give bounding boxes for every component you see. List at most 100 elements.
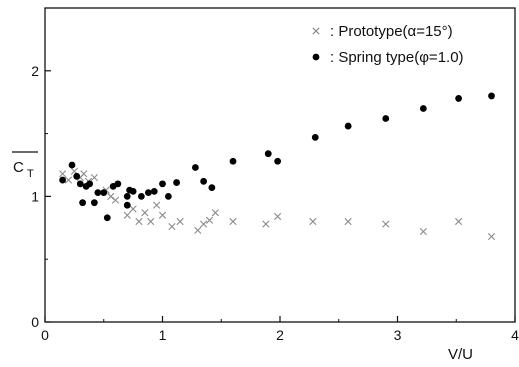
prototype-point-stroke bbox=[229, 217, 237, 226]
spring-type-point bbox=[103, 214, 111, 222]
legend-marker-spring-type bbox=[312, 53, 320, 61]
legend-marker-prototype bbox=[312, 27, 320, 35]
legend-cross-icon bbox=[312, 27, 320, 35]
y-tick-label: 1 bbox=[31, 188, 39, 204]
spring-type-point bbox=[200, 177, 208, 185]
spring-type-point bbox=[94, 189, 102, 197]
y-tick-label: 0 bbox=[31, 314, 39, 330]
spring-type-point bbox=[86, 180, 94, 188]
prototype-point bbox=[135, 217, 143, 226]
prototype-point bbox=[455, 217, 463, 226]
prototype-point-stroke bbox=[158, 211, 167, 219]
prototype-point-stroke bbox=[90, 173, 98, 182]
prototype-point-stroke bbox=[194, 226, 202, 234]
legend-cross-icon-stroke bbox=[312, 27, 320, 35]
prototype-point-stroke bbox=[382, 220, 390, 228]
prototype-point bbox=[229, 217, 237, 226]
prototype-point bbox=[205, 216, 214, 224]
prototype-point-stroke bbox=[59, 170, 67, 178]
spring-type-point bbox=[150, 187, 158, 195]
prototype-point bbox=[153, 201, 161, 209]
prototype-point bbox=[123, 211, 131, 219]
spring-type-point bbox=[229, 157, 237, 165]
prototype-point-stroke bbox=[111, 196, 120, 204]
prototype-point-stroke bbox=[309, 217, 317, 226]
x-tick-label: 1 bbox=[159, 327, 167, 343]
prototype-point-stroke bbox=[123, 211, 131, 219]
prototype-point-stroke bbox=[274, 212, 282, 221]
spring-type-point bbox=[488, 92, 495, 100]
x-axis-label: V/U bbox=[448, 346, 473, 363]
prototype-point-stroke bbox=[141, 209, 149, 217]
prototype-point-stroke bbox=[344, 217, 352, 226]
spring-type-point bbox=[79, 199, 86, 207]
prototype-point-stroke bbox=[64, 176, 73, 184]
prototype-point bbox=[419, 227, 427, 236]
prototype-point-stroke bbox=[147, 217, 155, 226]
prototype-point-stroke bbox=[129, 205, 137, 213]
x-tick-label: 3 bbox=[394, 327, 402, 343]
prototype-point bbox=[487, 233, 496, 241]
prototype-point bbox=[90, 173, 98, 182]
prototype-point-stroke bbox=[262, 220, 270, 228]
spring-type-point bbox=[59, 176, 67, 184]
spring-type-point bbox=[123, 193, 131, 200]
prototype-point-stroke bbox=[419, 227, 427, 236]
prototype-point-stroke bbox=[70, 167, 78, 175]
y-tick-label: 2 bbox=[31, 63, 39, 79]
prototype-point bbox=[64, 176, 73, 184]
spring-type-point bbox=[114, 180, 122, 188]
prototype-point bbox=[382, 220, 390, 228]
prototype-point-stroke bbox=[487, 233, 496, 241]
spring-type-point bbox=[192, 164, 199, 171]
spring-type-point bbox=[145, 189, 152, 197]
spring-type-point bbox=[100, 189, 108, 197]
prototype-point bbox=[176, 217, 184, 226]
spring-type-point bbox=[73, 172, 81, 180]
prototype-point bbox=[168, 222, 176, 231]
spring-type-point bbox=[455, 95, 462, 102]
spring-type-point bbox=[274, 157, 282, 165]
prototype-point-stroke bbox=[153, 201, 161, 209]
x-tick-label: 0 bbox=[41, 327, 49, 343]
prototype-point bbox=[141, 209, 149, 217]
prototype-point bbox=[262, 220, 270, 228]
spring-type-point bbox=[382, 115, 390, 122]
y-axis-label-main: C bbox=[13, 159, 24, 176]
spring-type-point bbox=[264, 150, 272, 158]
prototype-point bbox=[211, 209, 219, 217]
prototype-point bbox=[147, 217, 155, 226]
x-tick-label: 4 bbox=[511, 327, 519, 343]
prototype-point bbox=[200, 220, 208, 228]
prototype-point bbox=[107, 192, 115, 200]
x-tick-label: 2 bbox=[276, 327, 284, 343]
prototype-point bbox=[129, 205, 137, 213]
prototype-point bbox=[59, 170, 67, 178]
spring-type-point bbox=[344, 122, 352, 130]
prototype-point bbox=[309, 217, 317, 226]
spring-type-point bbox=[76, 180, 84, 188]
spring-type-point bbox=[311, 133, 319, 141]
prototype-point-stroke bbox=[80, 170, 88, 178]
legend-dot-icon bbox=[312, 53, 320, 61]
spring-type-point bbox=[419, 105, 427, 112]
data-marks bbox=[59, 92, 496, 241]
spring-type-point bbox=[123, 201, 131, 209]
spring-type-point bbox=[129, 187, 137, 195]
spring-type-point bbox=[164, 193, 172, 200]
prototype-point bbox=[158, 211, 167, 219]
prototype-point bbox=[194, 226, 202, 234]
prototype-point bbox=[80, 170, 88, 178]
prototype-point-stroke bbox=[107, 192, 115, 200]
y-axis-label: C T bbox=[12, 151, 38, 180]
spring-type-point bbox=[137, 193, 145, 200]
spring-type-point bbox=[90, 199, 98, 207]
spring-type-point bbox=[208, 184, 216, 192]
spring-type-point bbox=[159, 180, 166, 188]
axes bbox=[44, 7, 516, 323]
legend: : Prototype(α=15°) : Spring type(φ=1.0) bbox=[312, 23, 464, 66]
spring-type-point bbox=[68, 161, 76, 169]
prototype-point bbox=[274, 212, 282, 221]
prototype-point-stroke bbox=[168, 222, 176, 231]
